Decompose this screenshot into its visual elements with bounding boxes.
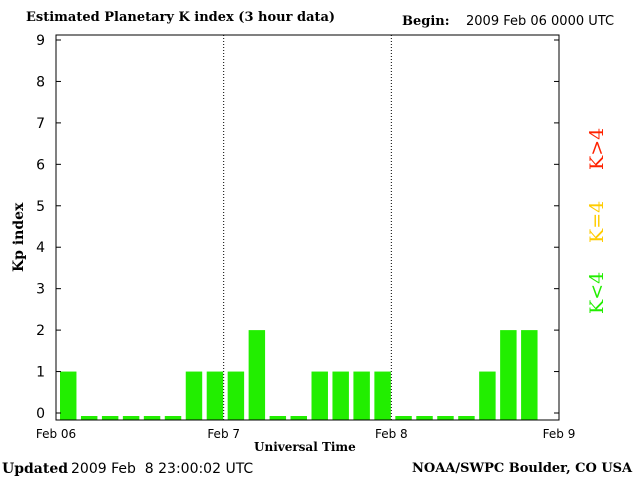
y-tick-label: 5 <box>36 199 45 215</box>
y-tick-label: 0 <box>36 406 45 422</box>
kp-bar <box>521 330 538 420</box>
y-tick-label: 1 <box>36 365 45 381</box>
kp-bar <box>395 416 412 420</box>
bars-group <box>60 330 538 420</box>
y-tick-label: 9 <box>36 33 45 49</box>
updated-timestamp: 2009 Feb 8 23:00:02 UTC <box>71 461 254 477</box>
kp-bar <box>500 330 517 420</box>
kp-bar <box>101 416 119 420</box>
day-separators <box>223 35 392 420</box>
kp-bar <box>374 371 391 420</box>
kp-bar <box>332 371 349 420</box>
kp-bar <box>269 416 287 420</box>
kp-bar <box>227 371 245 420</box>
x-tick-label: Feb 9 <box>543 427 576 441</box>
legend-low: K<4 <box>586 271 608 314</box>
kp-bar <box>290 416 307 420</box>
y-tick-label: 3 <box>36 282 45 298</box>
begin-value: 2009 Feb 06 0000 UTC <box>466 14 615 29</box>
kp-bar <box>416 416 433 420</box>
kp-bar <box>206 371 224 420</box>
plot-frame <box>55 34 560 421</box>
kp-bar <box>311 371 328 420</box>
y-axis-title: Kp index <box>11 202 27 272</box>
kp-bar <box>60 371 77 420</box>
y-tick-label: 8 <box>36 74 45 90</box>
kp-bar <box>353 371 370 420</box>
kp-bar <box>164 416 182 420</box>
y-tick-label: 4 <box>36 240 45 256</box>
x-tick-label: Feb 8 <box>375 427 408 441</box>
kp-bar <box>437 416 454 420</box>
kp-bar <box>122 416 140 420</box>
legend-mid: K=4 <box>586 200 608 243</box>
kp-bar <box>479 371 496 420</box>
begin-label: Begin: <box>402 14 450 29</box>
y-tick-label: 2 <box>36 323 45 339</box>
kp-bar <box>458 416 475 420</box>
kp-bar <box>80 416 98 420</box>
kp-bar <box>143 416 161 420</box>
x-tick-label: Feb 7 <box>207 427 240 441</box>
x-axis-title: Universal Time <box>254 440 356 454</box>
updated-label: Updated <box>2 461 69 477</box>
credit-line: NOAA/SWPC Boulder, CO USA <box>412 461 633 476</box>
chart-title: Estimated Planetary K index (3 hour data… <box>26 10 336 25</box>
x-tick-label: Feb 06 <box>36 427 76 441</box>
y-axis: 0 1 2 3 4 5 6 7 8 9 <box>36 33 559 422</box>
x-axis: Feb 06 Feb 7 Feb 8 Feb 9 <box>36 427 576 441</box>
legend-high: K>4 <box>586 127 608 170</box>
kp-bar <box>248 330 266 420</box>
y-tick-label: 6 <box>36 157 45 173</box>
kp-bar <box>185 371 203 420</box>
y-tick-label: 7 <box>36 116 45 132</box>
